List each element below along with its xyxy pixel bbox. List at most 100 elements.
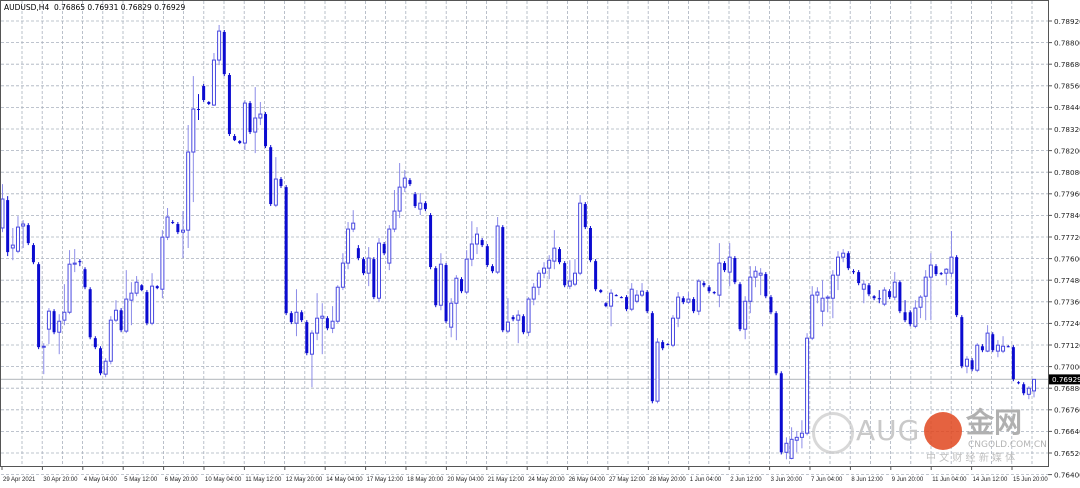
candle-body xyxy=(614,295,618,297)
candle-body xyxy=(939,273,943,275)
bearish-candle xyxy=(423,201,427,212)
bullish-candle xyxy=(836,251,841,291)
bullish-candle xyxy=(160,230,165,299)
grid-lines xyxy=(1,1,1048,476)
candle-body xyxy=(985,332,990,352)
candle-body xyxy=(975,344,980,371)
candle-body xyxy=(634,294,639,302)
bullish-candle xyxy=(181,211,186,259)
time-axis[interactable]: 29 Apr 2021 30 Apr 20:00 4 May 04:00 5 May … xyxy=(1,466,1048,483)
x-tick-label: 18 May 20:00 xyxy=(407,477,444,483)
bearish-candle xyxy=(98,346,102,376)
candle-body xyxy=(681,298,685,303)
x-tick-label: 5 May 12:00 xyxy=(124,477,158,483)
candle-body xyxy=(717,262,722,296)
price-tag-box xyxy=(1049,374,1080,385)
bullish-candle xyxy=(108,316,113,365)
candle-body xyxy=(516,314,521,321)
candle-body xyxy=(335,286,340,322)
candle-body xyxy=(666,344,670,346)
candle-body xyxy=(129,292,134,301)
bullish-candle xyxy=(799,420,804,449)
candle-body xyxy=(861,283,866,290)
bullish-candle xyxy=(830,270,835,319)
candle-body xyxy=(211,59,216,106)
candle-body xyxy=(531,286,536,300)
candle-body xyxy=(258,113,263,119)
bullish-candle xyxy=(748,266,753,314)
watermark-cn-brand: 金网 xyxy=(966,406,1023,439)
bearish-candle xyxy=(490,264,494,274)
bearish-candle xyxy=(769,295,773,315)
candle-body xyxy=(918,296,923,308)
bullish-candle xyxy=(542,262,547,279)
x-tick-label: 8 Jun 12:00 xyxy=(851,477,883,483)
candle-body xyxy=(552,247,557,262)
x-tick-label: 29 Apr 2021 xyxy=(3,477,36,483)
bullish-candle xyxy=(62,284,67,326)
bearish-candle xyxy=(434,266,438,308)
bearish-candle xyxy=(955,255,959,318)
candle-body xyxy=(625,297,629,310)
bearish-candle xyxy=(661,340,665,351)
candle-body xyxy=(186,151,191,231)
symbol-label: AUDUSD,H4 xyxy=(4,3,50,12)
candle-body xyxy=(402,177,407,188)
candle-body xyxy=(505,321,510,332)
candle-body xyxy=(872,296,876,299)
x-tick-label: 17 May 12:00 xyxy=(367,477,404,483)
candle-body xyxy=(217,30,222,61)
bullish-candle xyxy=(320,303,325,355)
bearish-candle xyxy=(980,344,984,353)
candle-body xyxy=(31,245,35,263)
bearish-candle xyxy=(939,272,943,276)
candle-body xyxy=(661,342,665,349)
candle-body xyxy=(1026,387,1031,395)
candle-body xyxy=(464,258,469,293)
bearish-candle xyxy=(145,290,149,326)
bearish-candle xyxy=(300,310,304,323)
bearish-candle xyxy=(960,315,964,369)
bullish-candle xyxy=(670,315,675,348)
candle-body xyxy=(330,320,335,329)
bearish-candle xyxy=(898,280,902,314)
watermark-tagline: 中 文 财 经 新 媒 体 xyxy=(926,453,1016,464)
bearish-candle xyxy=(88,287,92,340)
bullish-candle xyxy=(640,283,645,298)
bullish-candle xyxy=(67,250,72,315)
bullish-candle xyxy=(211,53,216,106)
bearish-candle xyxy=(666,343,670,346)
bullish-candle xyxy=(743,296,748,340)
bullish-candle xyxy=(810,286,815,341)
candle-body xyxy=(846,253,850,269)
bullish-candle xyxy=(351,210,356,233)
candle-body xyxy=(454,277,459,304)
candle-body xyxy=(108,319,113,362)
bearish-candle xyxy=(52,309,56,335)
bearish-candle xyxy=(1006,345,1010,348)
candle-body xyxy=(753,270,758,278)
candle-body xyxy=(346,228,351,264)
x-tick-label: 9 Jun 20:00 xyxy=(892,477,924,483)
candle-body xyxy=(908,312,912,325)
bullish-candle xyxy=(964,356,969,374)
candle-body xyxy=(124,298,129,332)
x-tick-label: 24 May 20:00 xyxy=(528,477,565,483)
bullish-candle xyxy=(547,255,552,280)
bearish-candle xyxy=(707,285,711,294)
candle-body xyxy=(723,263,727,271)
candle-body xyxy=(0,198,5,229)
bullish-candle xyxy=(438,253,443,311)
bullish-candle xyxy=(923,270,928,321)
candle-body xyxy=(857,272,861,284)
bullish-candle xyxy=(273,157,278,208)
